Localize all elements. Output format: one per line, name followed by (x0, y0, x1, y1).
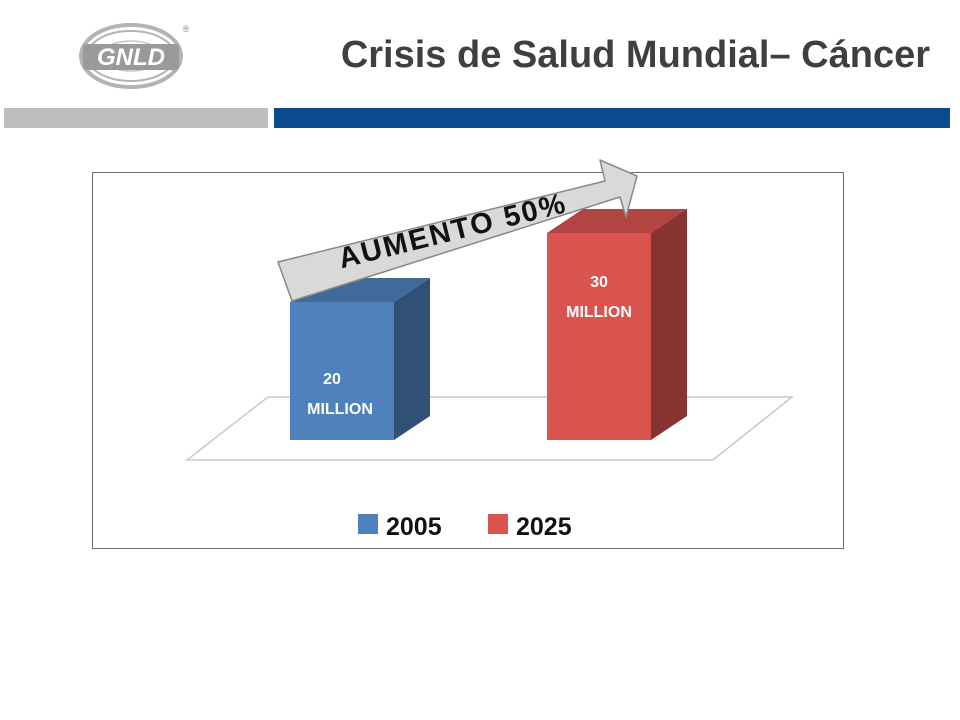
bar-front (547, 233, 651, 440)
bar-unit-label: MILLION (566, 304, 632, 321)
header-rule-blue (274, 108, 950, 128)
bar-2025: 30 MILLION (547, 209, 687, 440)
bar-value-label: 20 (323, 371, 341, 388)
bar-value-label: 30 (590, 274, 608, 291)
bar-side (651, 209, 687, 440)
bar-unit-label: MILLION (307, 401, 373, 418)
page-title: Crisis de Salud Mundial– Cáncer (340, 34, 930, 76)
chart-legend: 2005 2025 (358, 513, 572, 541)
chart-frame (92, 172, 844, 549)
bar-side (394, 278, 430, 440)
chart-floor (184, 396, 795, 461)
legend-swatch (488, 514, 508, 534)
arrow-shape (277, 159, 638, 302)
bar-front (290, 302, 394, 440)
legend-label: 2005 (386, 513, 442, 541)
bar-top (547, 209, 687, 233)
legend-label: 2025 (516, 513, 572, 541)
legend-item-2005: 2005 (358, 513, 442, 541)
bar-2005: 20 MILLION (290, 278, 430, 440)
legend-item-2025: 2025 (488, 513, 572, 541)
registered-mark: ® (183, 24, 190, 34)
header-rule-grey (4, 108, 268, 128)
arrow-annotation: AUMENTO 50% (335, 187, 570, 275)
gnld-logo: GNLD ® (79, 23, 190, 89)
logo-text: GNLD (97, 44, 165, 71)
legend-swatch (358, 514, 378, 534)
